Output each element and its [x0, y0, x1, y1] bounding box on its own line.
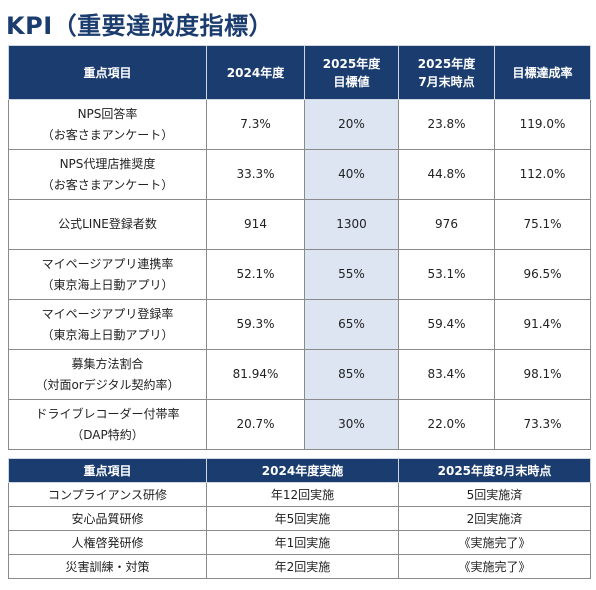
kpi-row: 募集方法割合 （対面orデジタル契約率） 81.94% 85% 83.4% 98.… [8, 349, 591, 400]
kpi-fy2024: 59.3% [206, 299, 305, 350]
kpi-target2025: 20% [304, 99, 399, 150]
kpi-item: NPS回答率 （お客さまアンケート） [8, 99, 207, 150]
kpi-target2025: 1300 [304, 199, 399, 250]
kpi-header-target2025: 2025年度 目標値 [304, 45, 399, 100]
kpi-jul2025: 83.4% [398, 349, 495, 400]
kpi-rate: 119.0% [494, 99, 591, 150]
kpi-fy2024: 52.1% [206, 249, 305, 300]
training-aug2025: 《実施完了》 [398, 554, 591, 579]
training-row: コンプライアンス研修 年12回実施 5回実施済 [8, 482, 591, 507]
kpi-row: マイページアプリ登録率 （東京海上日動アプリ） 59.3% 65% 59.4% 9… [8, 299, 591, 350]
training-row: 安心品質研修 年5回実施 2回実施済 [8, 506, 591, 531]
kpi-jul2025: 22.0% [398, 399, 495, 450]
kpi-jul2025: 53.1% [398, 249, 495, 300]
kpi-row: NPS回答率 （お客さまアンケート） 7.3% 20% 23.8% 119.0% [8, 99, 591, 150]
kpi-item: マイページアプリ登録率 （東京海上日動アプリ） [8, 299, 207, 350]
training-item: 災害訓練・対策 [8, 554, 207, 579]
training-table: 重点項目 2024年度実施 2025年度8月末時点 コンプライアンス研修 年12… [8, 458, 591, 579]
kpi-header-row: 重点項目 2024年度 2025年度 目標値 2025年度 7月末時点 目標達成率 [8, 45, 591, 100]
kpi-row: NPS代理店推奨度 （お客さまアンケート） 33.3% 40% 44.8% 112… [8, 149, 591, 200]
kpi-target2025: 65% [304, 299, 399, 350]
kpi-target2025: 55% [304, 249, 399, 300]
kpi-item: NPS代理店推奨度 （お客さまアンケート） [8, 149, 207, 200]
kpi-rate: 91.4% [494, 299, 591, 350]
kpi-rate: 98.1% [494, 349, 591, 400]
training-fy2024: 年12回実施 [206, 482, 399, 507]
training-header-row: 重点項目 2024年度実施 2025年度8月末時点 [8, 458, 591, 483]
page-title: KPI（重要達成度指標） [6, 12, 274, 40]
training-row: 災害訓練・対策 年2回実施 《実施完了》 [8, 554, 591, 579]
kpi-item: マイページアプリ連携率 （東京海上日動アプリ） [8, 249, 207, 300]
kpi-item: ドライブレコーダー付帯率 （DAP特約） [8, 399, 207, 450]
kpi-header-rate: 目標達成率 [494, 45, 591, 100]
training-item: 人権啓発研修 [8, 530, 207, 555]
training-aug2025: 《実施完了》 [398, 530, 591, 555]
kpi-jul2025: 44.8% [398, 149, 495, 200]
training-item: コンプライアンス研修 [8, 482, 207, 507]
kpi-rate: 75.1% [494, 199, 591, 250]
training-header-aug2025: 2025年度8月末時点 [398, 458, 591, 483]
kpi-row: ドライブレコーダー付帯率 （DAP特約） 20.7% 30% 22.0% 73.3… [8, 399, 591, 450]
kpi-fy2024: 914 [206, 199, 305, 250]
kpi-fy2024: 33.3% [206, 149, 305, 200]
kpi-fy2024: 20.7% [206, 399, 305, 450]
kpi-target2025: 85% [304, 349, 399, 400]
kpi-rate: 73.3% [494, 399, 591, 450]
kpi-table: 重点項目 2024年度 2025年度 目標値 2025年度 7月末時点 目標達成率 … [8, 45, 591, 450]
kpi-jul2025: 59.4% [398, 299, 495, 350]
training-row: 人権啓発研修 年1回実施 《実施完了》 [8, 530, 591, 555]
kpi-row: 公式LINE登録者数 914 1300 976 75.1% [8, 199, 591, 250]
training-aug2025: 2回実施済 [398, 506, 591, 531]
kpi-header-jul2025: 2025年度 7月末時点 [398, 45, 495, 100]
kpi-item: 募集方法割合 （対面orデジタル契約率） [8, 349, 207, 400]
kpi-target2025: 30% [304, 399, 399, 450]
kpi-jul2025: 976 [398, 199, 495, 250]
training-header-fy2024: 2024年度実施 [206, 458, 399, 483]
kpi-row: マイページアプリ連携率 （東京海上日動アプリ） 52.1% 55% 53.1% 9… [8, 249, 591, 300]
kpi-target2025: 40% [304, 149, 399, 200]
training-fy2024: 年5回実施 [206, 506, 399, 531]
training-item: 安心品質研修 [8, 506, 207, 531]
kpi-item: 公式LINE登録者数 [8, 199, 207, 250]
kpi-fy2024: 81.94% [206, 349, 305, 400]
training-fy2024: 年1回実施 [206, 530, 399, 555]
kpi-rate: 96.5% [494, 249, 591, 300]
kpi-rate: 112.0% [494, 149, 591, 200]
kpi-jul2025: 23.8% [398, 99, 495, 150]
kpi-fy2024: 7.3% [206, 99, 305, 150]
training-header-item: 重点項目 [8, 458, 207, 483]
training-fy2024: 年2回実施 [206, 554, 399, 579]
training-aug2025: 5回実施済 [398, 482, 591, 507]
kpi-header-item: 重点項目 [8, 45, 207, 100]
kpi-header-fy2024: 2024年度 [206, 45, 305, 100]
